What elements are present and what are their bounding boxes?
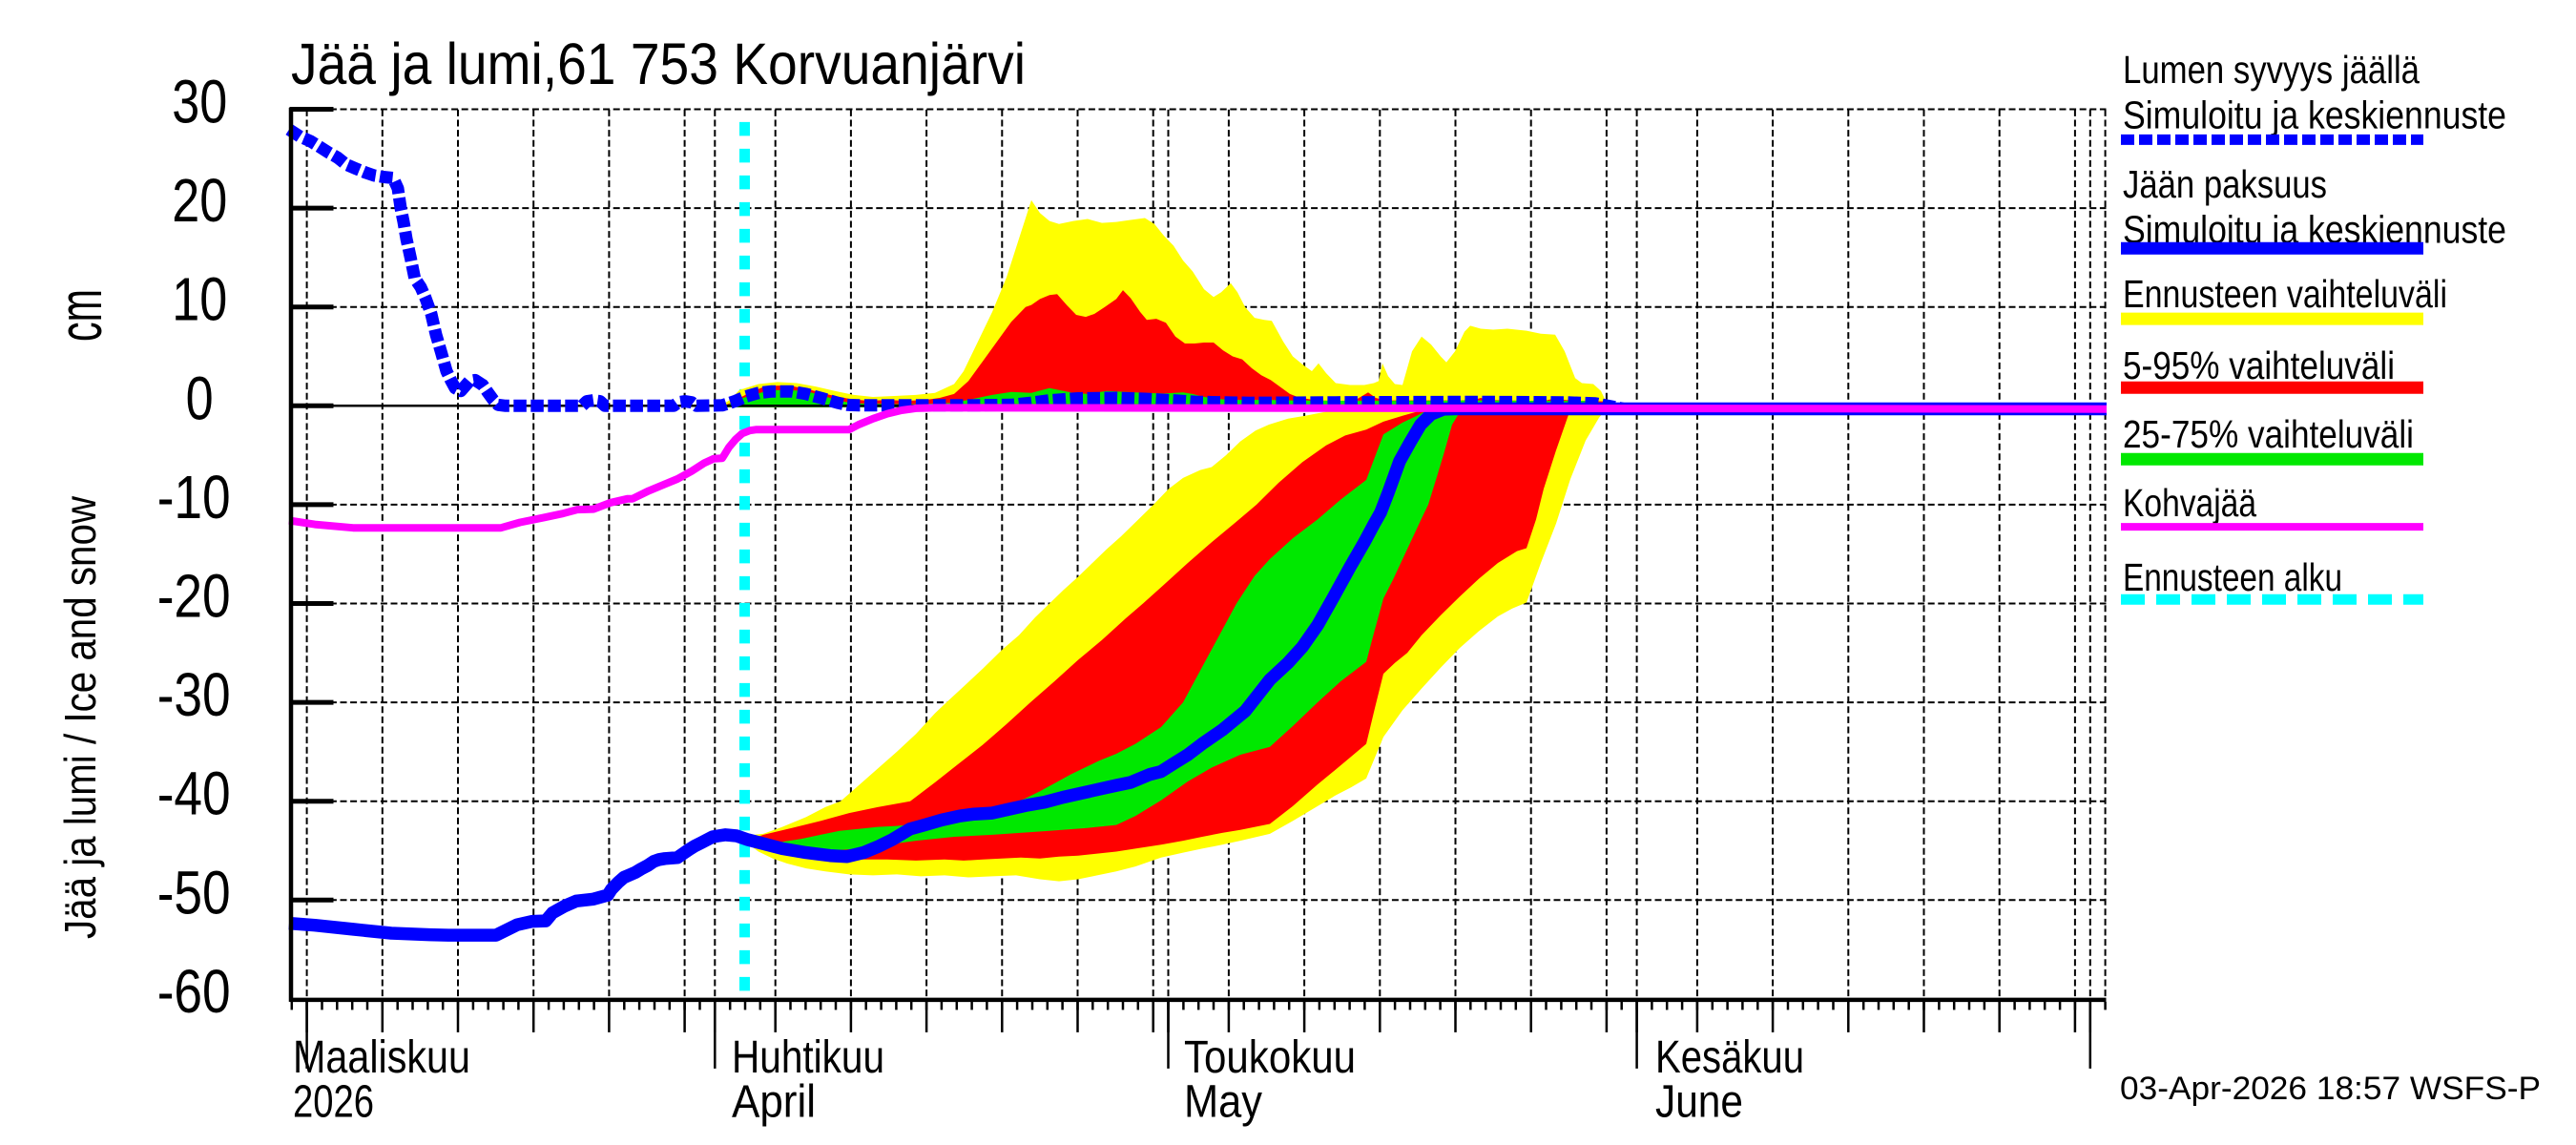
svg-text:Kohvajää: Kohvajää	[2123, 481, 2256, 525]
svg-text:20: 20	[172, 166, 227, 235]
svg-text:Maaliskuu: Maaliskuu	[293, 1032, 470, 1083]
svg-text:2026: 2026	[293, 1077, 374, 1128]
svg-text:Simuloitu ja keskiennuste: Simuloitu ja keskiennuste	[2123, 94, 2506, 137]
svg-text:25-75% vaihteluväli: 25-75% vaihteluväli	[2123, 412, 2414, 456]
svg-text:Kesäkuu: Kesäkuu	[1655, 1032, 1804, 1083]
svg-text:June: June	[1655, 1077, 1743, 1128]
svg-text:-30: -30	[157, 660, 231, 729]
svg-text:-60: -60	[157, 957, 231, 1026]
svg-text:10: 10	[172, 265, 227, 334]
svg-text:-40: -40	[157, 760, 231, 828]
svg-text:Ennusteen vaihteluväli: Ennusteen vaihteluväli	[2123, 272, 2447, 316]
svg-text:-50: -50	[157, 858, 231, 926]
svg-text:Lumen syvyys jäällä: Lumen syvyys jäällä	[2123, 48, 2420, 92]
svg-text:Jään paksuus: Jään paksuus	[2123, 162, 2327, 206]
svg-text:Ennusteen alku: Ennusteen alku	[2123, 555, 2342, 599]
svg-text:May: May	[1184, 1077, 1262, 1128]
svg-text:Jää ja lumi / Ice and snow: Jää ja lumi / Ice and snow	[55, 495, 105, 939]
svg-text:Toukokuu: Toukokuu	[1184, 1032, 1356, 1083]
svg-text:-10: -10	[157, 463, 231, 531]
svg-text:03-Apr-2026 18:57 WSFS-P: 03-Apr-2026 18:57 WSFS-P	[2120, 1071, 2541, 1107]
svg-text:-20: -20	[157, 562, 231, 631]
svg-text:Jää ja lumi,61 753 Korvuanjärv: Jää ja lumi,61 753 Korvuanjärvi	[291, 31, 1026, 96]
svg-text:30: 30	[172, 68, 227, 136]
svg-text:0: 0	[186, 364, 214, 432]
svg-text:cm: cm	[46, 289, 114, 342]
svg-text:Huhtikuu: Huhtikuu	[732, 1032, 884, 1083]
svg-text:5-95% vaihteluväli: 5-95% vaihteluväli	[2123, 344, 2395, 387]
svg-text:April: April	[732, 1077, 816, 1128]
